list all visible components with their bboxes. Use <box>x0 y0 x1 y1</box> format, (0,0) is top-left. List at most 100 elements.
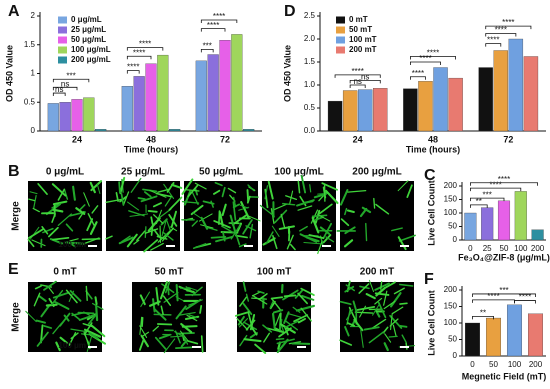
cell <box>232 201 237 221</box>
cell <box>238 243 247 248</box>
y-tick-label: 0 <box>453 351 458 360</box>
cell <box>278 225 295 230</box>
x-tick-label: 200 <box>529 360 543 369</box>
cell <box>380 281 383 290</box>
cell <box>205 226 218 231</box>
sig-label: **** <box>487 292 499 301</box>
cell <box>282 202 296 206</box>
sig-bracket <box>349 84 366 88</box>
cell <box>139 294 146 306</box>
sig-label: *** <box>203 41 212 50</box>
bar <box>373 88 388 132</box>
cell <box>161 218 167 237</box>
cell <box>29 191 38 195</box>
panel-label: E <box>8 261 19 278</box>
image-title: 100 mT <box>257 267 291 278</box>
cell <box>142 331 150 337</box>
cell <box>52 236 70 241</box>
bar <box>195 60 207 132</box>
cell <box>105 235 113 240</box>
cell <box>168 196 183 211</box>
cell <box>155 192 172 198</box>
cell <box>164 196 173 207</box>
sig-label: *** <box>66 71 75 80</box>
sig-bracket <box>472 316 494 320</box>
sig-bracket <box>410 76 426 80</box>
cell <box>358 283 370 294</box>
cell <box>345 284 356 292</box>
cell <box>78 314 95 321</box>
cell <box>72 185 76 201</box>
cell <box>186 340 199 345</box>
bar <box>83 97 95 132</box>
y-tick-label: 100 <box>444 208 458 217</box>
bar <box>219 40 231 132</box>
cell <box>68 332 77 346</box>
bar <box>433 67 448 132</box>
cell <box>162 231 174 241</box>
cell <box>188 314 198 319</box>
cell <box>383 342 389 352</box>
cell <box>274 209 288 224</box>
sig-label: ns <box>61 79 69 88</box>
legend-label: 0 μg/mL <box>71 15 102 24</box>
cell <box>69 290 82 302</box>
cell <box>83 192 90 207</box>
cell <box>53 300 70 310</box>
bar <box>464 212 477 241</box>
cell <box>295 304 316 312</box>
cell <box>154 336 167 350</box>
cell <box>272 203 287 211</box>
sig-label: ** <box>476 197 482 206</box>
cell <box>133 239 140 245</box>
sig-label: **** <box>412 69 424 78</box>
cell <box>365 293 376 300</box>
cell <box>136 230 146 242</box>
cell <box>318 203 333 215</box>
cell <box>284 320 299 331</box>
cell <box>218 211 224 227</box>
cell <box>140 334 149 348</box>
cell <box>139 316 143 336</box>
cell <box>368 279 375 293</box>
cell <box>363 326 380 331</box>
cell <box>271 225 280 237</box>
x-tick-label: 48 <box>428 134 438 144</box>
cell <box>266 327 286 334</box>
sig-label: **** <box>419 54 431 63</box>
sig-label: *** <box>483 190 492 199</box>
cell <box>119 176 126 195</box>
sig-bracket <box>200 28 226 32</box>
bar <box>514 191 527 241</box>
cell <box>140 291 151 308</box>
cell <box>406 184 413 198</box>
cell <box>28 228 45 239</box>
cell <box>157 208 172 220</box>
cell <box>141 316 144 328</box>
micrograph <box>340 282 414 352</box>
cell <box>140 195 158 203</box>
cell <box>40 305 50 318</box>
cell <box>346 209 355 213</box>
bar <box>508 38 524 132</box>
sig-label: ns <box>55 85 63 94</box>
cell <box>393 287 405 295</box>
cell <box>359 305 367 318</box>
cell <box>231 214 248 226</box>
bar <box>59 102 71 132</box>
cell <box>185 189 200 192</box>
cell <box>242 302 253 316</box>
legend-label: 50 mT <box>349 25 372 34</box>
cell <box>210 200 214 208</box>
cell <box>162 295 172 307</box>
cell <box>128 210 145 217</box>
cell <box>63 189 69 200</box>
cell <box>34 285 42 290</box>
cell <box>354 311 374 314</box>
sig-bracket <box>485 33 517 37</box>
image-title: 50 μg/mL <box>199 167 243 178</box>
cell <box>91 205 99 214</box>
cell <box>314 209 321 224</box>
cell <box>166 219 171 231</box>
